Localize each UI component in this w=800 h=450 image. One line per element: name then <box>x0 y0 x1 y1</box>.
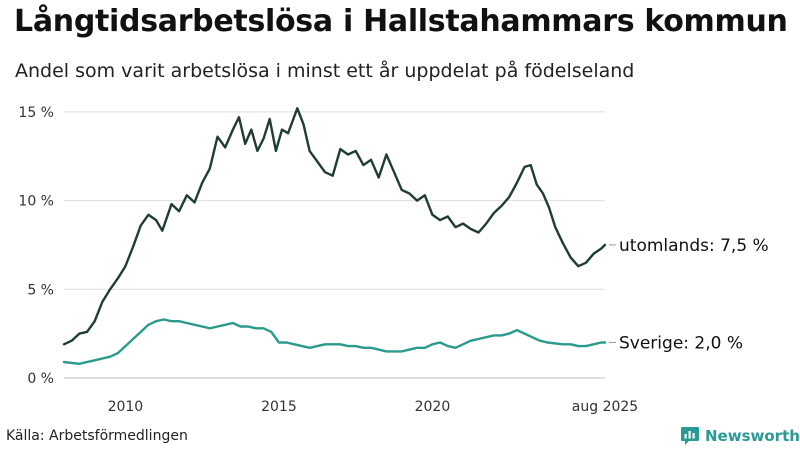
x-tick-label: 2015 <box>261 399 297 415</box>
series-end-label-utomlands: utomlands: 7,5 % <box>619 236 769 256</box>
chart-subtitle: Andel som varit arbetslösa i minst ett å… <box>15 60 635 82</box>
series-end-labels: utomlands: 7,5 % Sverige: 2,0 % <box>609 236 769 354</box>
y-tick-label: 10 % <box>18 194 54 210</box>
y-tick-label: 5 % <box>27 282 54 298</box>
x-tick-label: 2020 <box>415 399 451 415</box>
series-lines <box>62 107 607 365</box>
chart-title: Långtidsarbetslösa i Hallstahammars komm… <box>14 4 788 39</box>
newsworthy-logo[interactable]: Newsworthy <box>680 426 800 446</box>
axes: 0 % 5 % 10 % 15 % 2010 2015 2020 aug 2025 <box>18 105 638 415</box>
x-tick-label: 2010 <box>108 399 144 415</box>
series-end-label-sverige: Sverige: 2,0 % <box>619 334 743 354</box>
y-tick-label: 0 % <box>27 371 54 387</box>
bar-chart-logo-icon <box>681 427 699 445</box>
x-tick-label: aug 2025 <box>572 399 638 415</box>
y-tick-label: 15 % <box>18 105 54 121</box>
source-note: Källa: Arbetsförmedlingen <box>6 428 188 444</box>
gridlines <box>64 111 605 379</box>
brand-name: Newsworthy <box>705 427 800 445</box>
series-line-sverige <box>62 318 607 365</box>
series-line-utomlands <box>62 107 607 346</box>
